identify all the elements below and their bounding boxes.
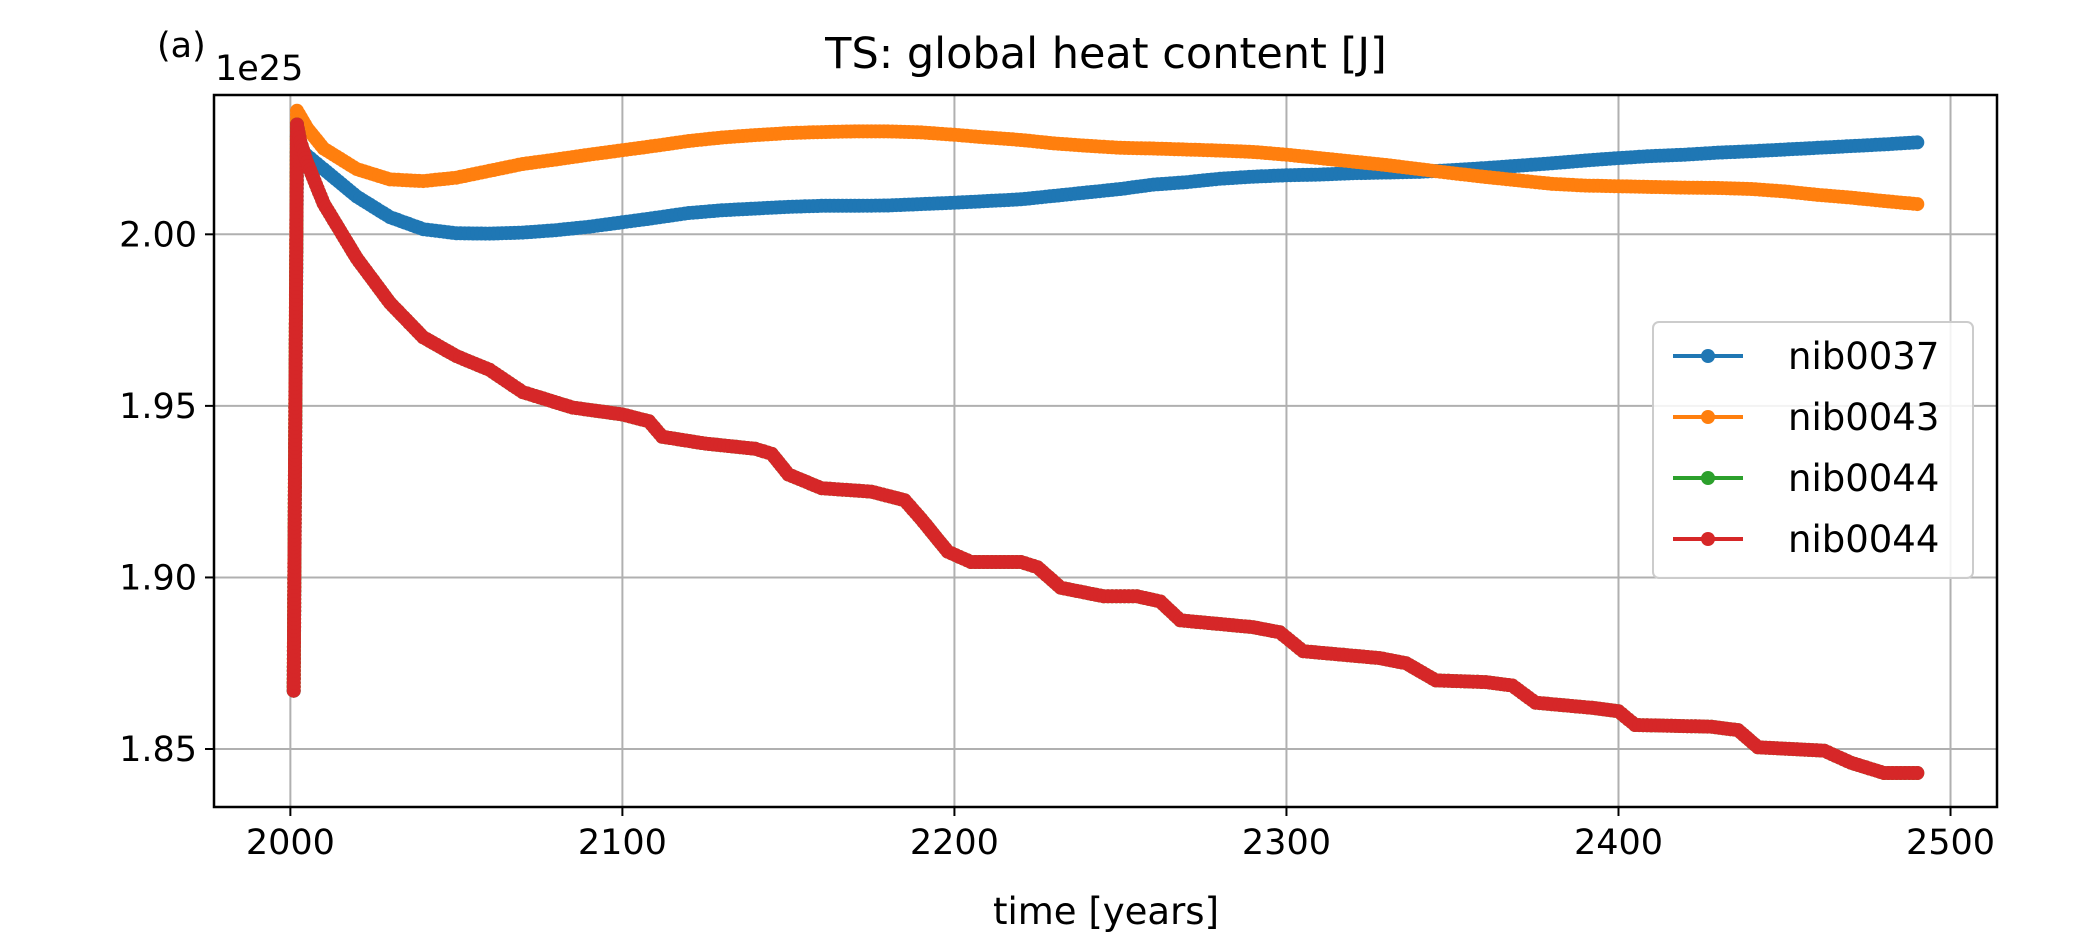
axis-ticks: 2000 2100 2200 2300 2400 2500 1.85 1.90 1.95 2.00	[119, 215, 1995, 863]
legend: nib0037 nib0043 nib0044 nib0044	[1652, 321, 1974, 579]
legend-label: nib0044	[1788, 518, 1939, 561]
x-tick-label: 2500	[1906, 823, 1995, 863]
plot-series	[286, 103, 1925, 780]
plot-frame	[212, 93, 1999, 809]
data-point	[1910, 135, 1925, 150]
legend-marker	[1701, 471, 1715, 485]
panel-label: (a)	[157, 26, 206, 66]
legend-label: nib0037	[1788, 335, 1939, 378]
y-tick-label: 1.85	[119, 730, 197, 770]
x-tick-label: 2400	[1574, 823, 1663, 863]
x-tick-label: 2200	[910, 823, 999, 863]
legend-label: nib0044	[1788, 457, 1939, 500]
x-tick-label: 2300	[1242, 823, 1331, 863]
legend-label: nib0043	[1788, 396, 1939, 439]
data-point	[1910, 197, 1925, 212]
data-point	[1910, 766, 1925, 780]
series-4	[286, 117, 1925, 780]
legend-marker	[1701, 532, 1715, 546]
y-tick-label: 1.95	[119, 387, 197, 427]
y-tick-label: 1.90	[119, 558, 197, 598]
legend-marker	[1701, 410, 1715, 424]
y-tick-label: 2.00	[119, 215, 197, 255]
legend-box	[1652, 321, 1974, 579]
legend-marker	[1701, 349, 1715, 363]
x-axis-label: time [years]	[993, 890, 1219, 933]
legend-entries: nib0037 nib0043 nib0044 nib0044	[1673, 335, 1939, 561]
chart-title: TS: global heat content [J]	[824, 29, 1387, 79]
y-offset-label: 1e25	[215, 49, 303, 89]
x-tick-label: 2000	[246, 823, 335, 863]
x-tick-label: 2100	[578, 823, 667, 863]
